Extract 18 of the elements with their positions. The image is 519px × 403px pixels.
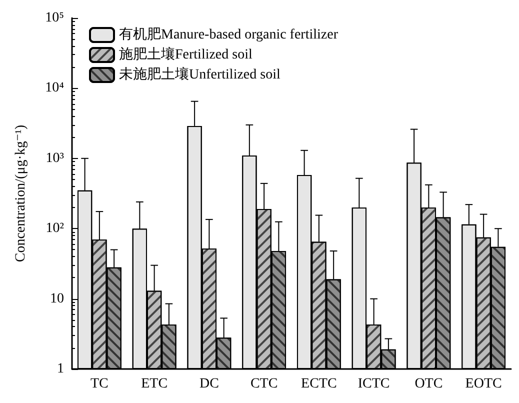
legend-label: 有机肥Manure-based organic fertilizer [119,26,338,42]
legend-label: 施肥土壤Fertilized soil [119,46,252,62]
x-tick-label: ETC [141,376,168,392]
y-tick-label: 10 [50,291,64,306]
x-tick-label: TC [90,376,108,392]
x-tick-label: CTC [250,376,278,392]
x-tick-label: ICTC [358,376,390,392]
y-tick-label: 10² [46,221,64,236]
legend-label: 未施肥土壤Unfertilized soil [119,66,280,82]
x-tick-label: EOTC [465,376,502,392]
y-tick-label: 10⁵ [45,10,64,26]
x-tick-label: ECTC [301,376,337,392]
y-tick-label: 10⁴ [45,80,64,96]
x-tick-label: DC [199,376,219,392]
x-tick-label: OTC [414,376,443,392]
y-tick-label: 1 [57,362,64,376]
y-tick-label: 10³ [46,150,64,166]
y-axis-title: Concentration/(μg·kg⁻¹) [14,124,28,262]
